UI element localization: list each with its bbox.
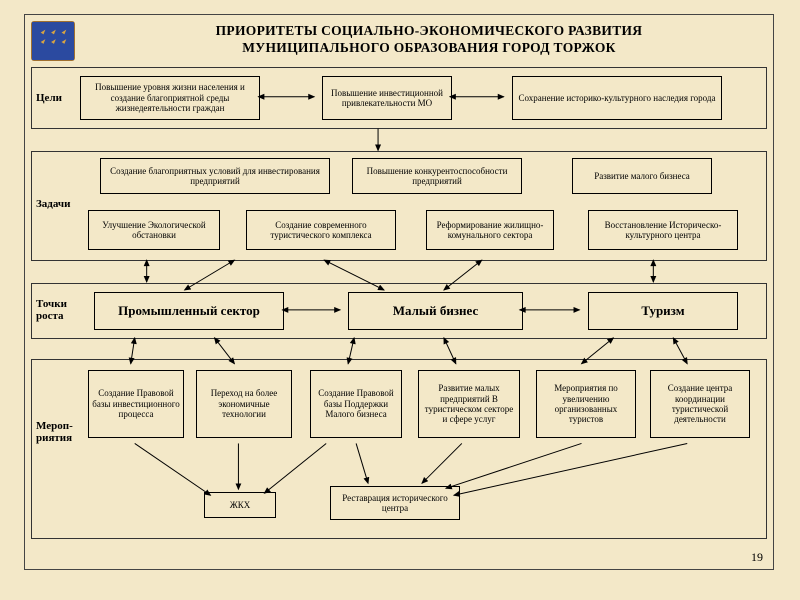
box-growth-1: Промышленный сектор [94,292,284,330]
box-growth-2: Малый бизнес [348,292,523,330]
box-task-4: Улучшение Экологической обстановки [88,210,220,250]
title-line-2: МУНИЦИПАЛЬНОГО ОБРАЗОВАНИЯ ГОРОД ТОРЖОК [95,40,763,57]
box-task-3: Развитие малого бизнеса [572,158,712,194]
box-goal-3: Сохранение историко-культурного наследия… [512,76,722,120]
box-measure-4: Развитие малых предприятий В туристическ… [418,370,520,438]
box-task-2: Повышение конкурентоспособности предприя… [352,158,522,194]
box-measure-5: Мероприятия по увеличению организованных… [536,370,636,438]
section-growth-points: Точки роста Промышленный сектор Малый би… [31,283,767,339]
label-growth: Точки роста [36,298,86,322]
box-measure-8: Реставрация исторического центра [330,486,460,520]
box-measure-2: Переход на более экономичные технологии [196,370,292,438]
label-measures: Мероп-риятия [36,420,84,444]
label-tasks: Задачи [36,198,70,210]
box-growth-3: Туризм [588,292,738,330]
label-goals: Цели [36,92,62,104]
label-measures-text: Мероп-риятия [36,420,73,444]
section-tasks: Задачи Создание благоприятных условий дл… [31,151,767,261]
label-growth-text: Точки роста [36,298,67,322]
box-task-6: Реформирование жилищно- комунального сек… [426,210,554,250]
box-measure-1: Создание Правовой базы инвестиционного п… [88,370,184,438]
box-goal-2: Повышение инвестиционной привлекательнос… [322,76,452,120]
box-measure-7: ЖКХ [204,492,276,518]
section-measures: Мероп-риятия Создание Правовой базы инве… [31,359,767,539]
page-number: 19 [751,550,763,565]
box-task-5: Создание современного туристического ком… [246,210,396,250]
section-goals: Цели Повышение уровня жизни населения и … [31,67,767,129]
city-emblem-icon [31,21,75,61]
box-goal-1: Повышение уровня жизни населения и созда… [80,76,260,120]
box-task-1: Создание благоприятных условий для инвес… [100,158,330,194]
box-measure-6: Создание центра координации туристическо… [650,370,750,438]
title-line-1: ПРИОРИТЕТЫ СОЦИАЛЬНО-ЭКОНОМИЧЕСКОГО РАЗВ… [95,23,763,40]
box-task-7: Восстановление Историческо-культурного ц… [588,210,738,250]
diagram-page: ПРИОРИТЕТЫ СОЦИАЛЬНО-ЭКОНОМИЧЕСКОГО РАЗВ… [24,14,774,570]
diagram-title: ПРИОРИТЕТЫ СОЦИАЛЬНО-ЭКОНОМИЧЕСКОГО РАЗВ… [95,23,763,57]
box-measure-3: Создание Правовой базы Поддержки Малого … [310,370,402,438]
